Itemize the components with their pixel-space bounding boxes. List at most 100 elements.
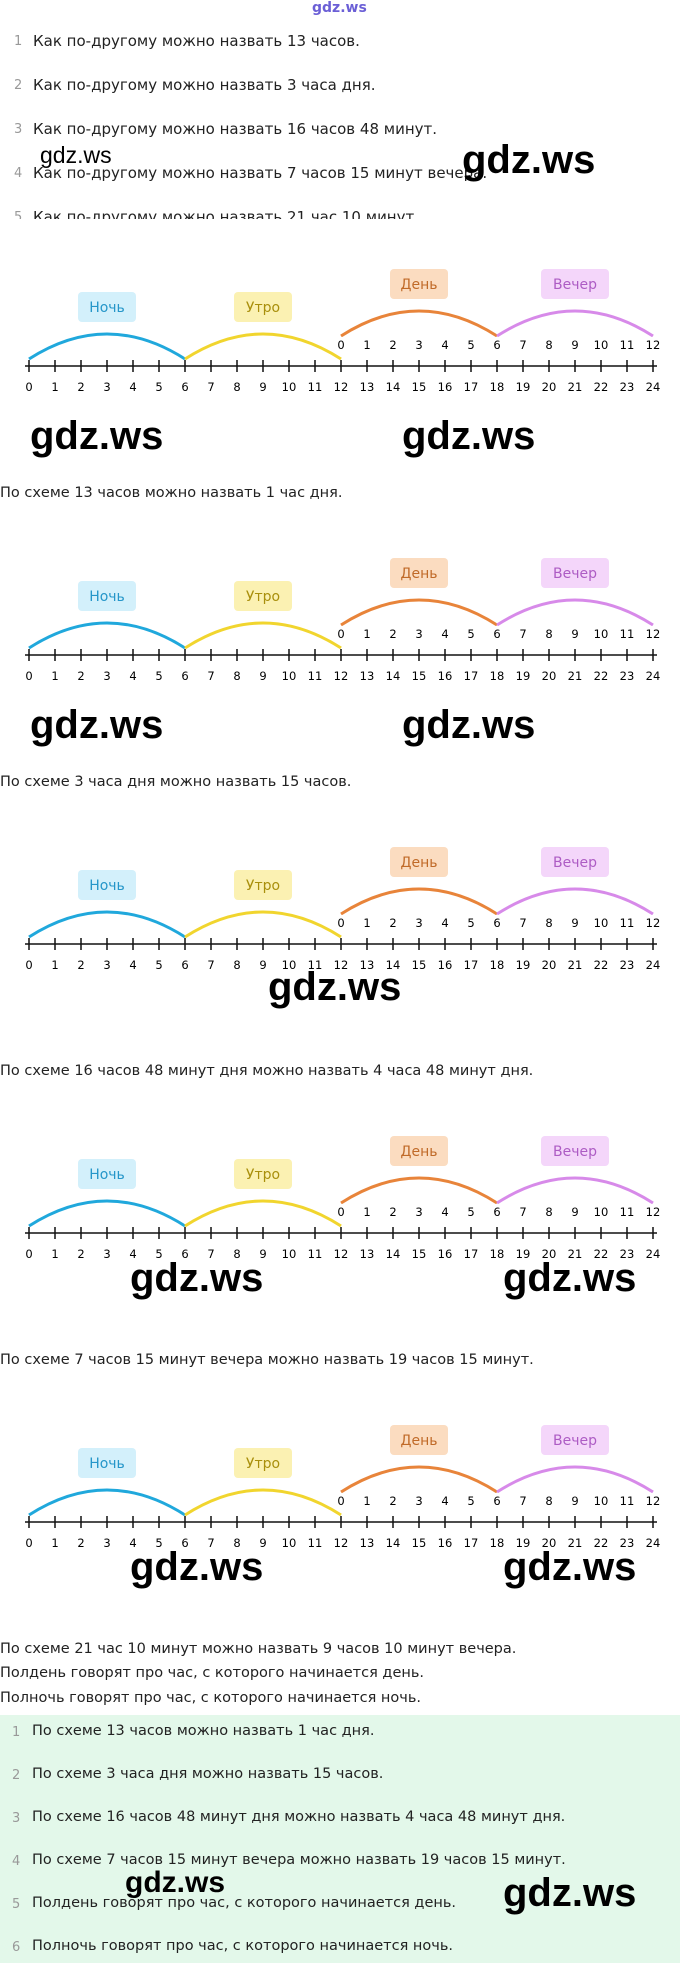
hour-label-top: 12 — [646, 916, 661, 930]
hour-label-top: 10 — [594, 338, 609, 352]
period-label-box — [234, 870, 292, 900]
hour-label: 14 — [386, 958, 401, 972]
answer-text: По схеме 7 часов 15 минут вечера можно н… — [0, 1352, 534, 1368]
hour-label: 3 — [103, 669, 110, 683]
period-label: Утро — [246, 589, 280, 605]
hour-label: 12 — [334, 958, 349, 972]
hour-label-top: 12 — [646, 627, 661, 641]
hour-label-top: 9 — [571, 1494, 578, 1508]
hour-label-bg — [464, 915, 478, 929]
hour-label-top: 4 — [441, 338, 448, 352]
period-label-box — [390, 1136, 448, 1166]
hour-label: 17 — [464, 1247, 479, 1261]
hour-label-bg — [360, 915, 374, 929]
hour-label-bg — [334, 626, 348, 640]
hour-label: 9 — [259, 1536, 266, 1550]
period-arc — [340, 309, 498, 338]
hour-label: 5 — [155, 669, 162, 683]
hour-label-top: 0 — [337, 627, 344, 641]
period-arc — [340, 1465, 498, 1494]
hour-label-bg — [360, 1493, 374, 1507]
hour-label: 4 — [129, 380, 136, 394]
hour-label-top: 3 — [415, 1205, 422, 1219]
hour-label: 21 — [568, 1247, 583, 1261]
hour-label: 16 — [438, 958, 453, 972]
hour-label-top: 10 — [594, 627, 609, 641]
hour-label-bg — [386, 1204, 400, 1218]
hour-label-top: 6 — [493, 338, 500, 352]
period-label-box — [390, 847, 448, 877]
hour-label-bg — [334, 915, 348, 929]
hour-label-top: 8 — [545, 916, 552, 930]
hour-label-bg — [386, 915, 400, 929]
hour-label: 14 — [386, 669, 401, 683]
hour-label-bg — [360, 1204, 374, 1218]
hour-label-bg — [542, 1493, 556, 1507]
hour-label: 2 — [77, 1247, 84, 1261]
watermark: gdz.ws — [402, 703, 536, 747]
question-number: 2 — [14, 78, 23, 93]
hour-label: 13 — [360, 958, 375, 972]
hour-label-top: 11 — [620, 1205, 635, 1219]
hour-label-bg — [568, 626, 582, 640]
hour-label: 0 — [25, 1247, 32, 1261]
hour-label: 18 — [490, 380, 505, 394]
period-label-box — [234, 1448, 292, 1478]
hour-label-bg — [386, 626, 400, 640]
hour-label-top: 10 — [594, 1494, 609, 1508]
period-label: Вечер — [553, 1433, 597, 1449]
hour-label-top: 5 — [467, 916, 474, 930]
hour-label-bg — [464, 1204, 478, 1218]
hour-label: 18 — [490, 1247, 505, 1261]
period-arc — [28, 621, 186, 650]
hour-label-bg — [542, 337, 556, 351]
hour-label-top: 3 — [415, 916, 422, 930]
hour-label: 8 — [233, 380, 240, 394]
hour-label: 24 — [646, 669, 661, 683]
period-label-box — [541, 1425, 609, 1455]
hour-label-bg — [646, 915, 660, 929]
hour-label: 1 — [51, 669, 58, 683]
period-label: День — [401, 277, 438, 293]
hour-label: 13 — [360, 669, 375, 683]
hour-label-bg — [438, 626, 452, 640]
hour-label-top: 5 — [467, 1494, 474, 1508]
hour-label: 5 — [155, 1247, 162, 1261]
answer-text: По схеме 3 часа дня можно назвать 15 час… — [0, 774, 352, 790]
hour-label: 23 — [620, 1536, 635, 1550]
hour-label: 10 — [282, 380, 297, 394]
hour-label: 10 — [282, 1247, 297, 1261]
hour-label-bg — [516, 1493, 530, 1507]
hour-label: 19 — [516, 1247, 531, 1261]
hour-label: 0 — [25, 380, 32, 394]
hour-label-top: 7 — [519, 916, 526, 930]
period-label-box — [234, 1159, 292, 1189]
hour-label-bg — [412, 337, 426, 351]
hour-label: 7 — [207, 1536, 214, 1550]
question-list: 1 Как по-другому можно назвать 13 часов. 2… — [0, 20, 680, 219]
hour-label-top: 10 — [594, 916, 609, 930]
hour-label: 22 — [594, 958, 609, 972]
hour-label: 9 — [259, 1247, 266, 1261]
hour-label-top: 1 — [363, 627, 370, 641]
hour-label: 21 — [568, 380, 583, 394]
summary-number: 2 — [12, 1768, 21, 1783]
hour-label-bg — [412, 1204, 426, 1218]
hour-label: 8 — [233, 1247, 240, 1261]
hour-label: 1 — [51, 1536, 58, 1550]
period-arc — [28, 1199, 186, 1228]
hour-label: 12 — [334, 1247, 349, 1261]
hour-label: 3 — [103, 1536, 110, 1550]
hour-label: 6 — [181, 380, 188, 394]
summary-number: 5 — [12, 1897, 21, 1912]
hour-label-top: 11 — [620, 1494, 635, 1508]
hour-label: 6 — [181, 958, 188, 972]
hour-label: 9 — [259, 958, 266, 972]
hour-label: 10 — [282, 1536, 297, 1550]
hour-label: 4 — [129, 958, 136, 972]
hour-label: 16 — [438, 380, 453, 394]
hour-label-top: 1 — [363, 916, 370, 930]
hour-label-bg — [438, 915, 452, 929]
